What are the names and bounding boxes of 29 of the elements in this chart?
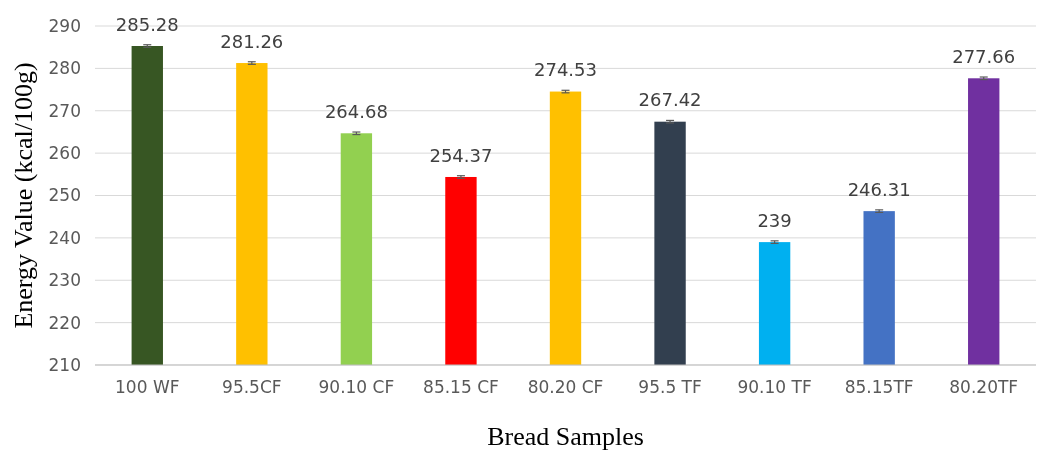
data-label: 267.42 xyxy=(638,89,702,111)
data-label: 277.66 xyxy=(952,46,1016,68)
x-tick-label: 95.5 TF xyxy=(638,377,702,397)
y-tick-label: 270 xyxy=(48,100,81,121)
data-label: 274.53 xyxy=(534,59,597,81)
data-label: 239 xyxy=(757,209,792,231)
x-axis-title: Bread Samples xyxy=(487,422,644,451)
x-tick-label: 85.15 CF xyxy=(423,377,499,397)
y-tick-label: 230 xyxy=(48,270,81,291)
x-tick-label: 85.15TF xyxy=(844,377,914,397)
data-label: 254.37 xyxy=(429,144,493,166)
data-label: 281.26 xyxy=(220,30,284,52)
y-tick-label: 260 xyxy=(48,143,81,164)
y-tick-label: 220 xyxy=(48,312,81,333)
x-tick-label: 95.5CF xyxy=(222,377,282,397)
y-tick-label: 210 xyxy=(48,354,81,375)
data-label: 246.31 xyxy=(847,178,911,200)
x-tick-label: 80.20TF xyxy=(949,377,1019,397)
x-tick-label: 80.20 CF xyxy=(527,377,604,397)
y-tick-label: 240 xyxy=(48,227,81,248)
x-tick-label: 100 WF xyxy=(115,377,180,397)
x-tick-label: 90.10 CF xyxy=(318,377,395,397)
y-tick-label: 280 xyxy=(48,58,81,79)
y-tick-label: 250 xyxy=(48,185,81,206)
y-axis-title: Energy Value (kcal/100g) xyxy=(9,62,38,329)
y-tick-label: 290 xyxy=(48,15,81,36)
data-label: 285.28 xyxy=(115,13,179,35)
x-tick-label: 90.10 TF xyxy=(737,377,812,397)
data-label: 264.68 xyxy=(324,101,388,123)
